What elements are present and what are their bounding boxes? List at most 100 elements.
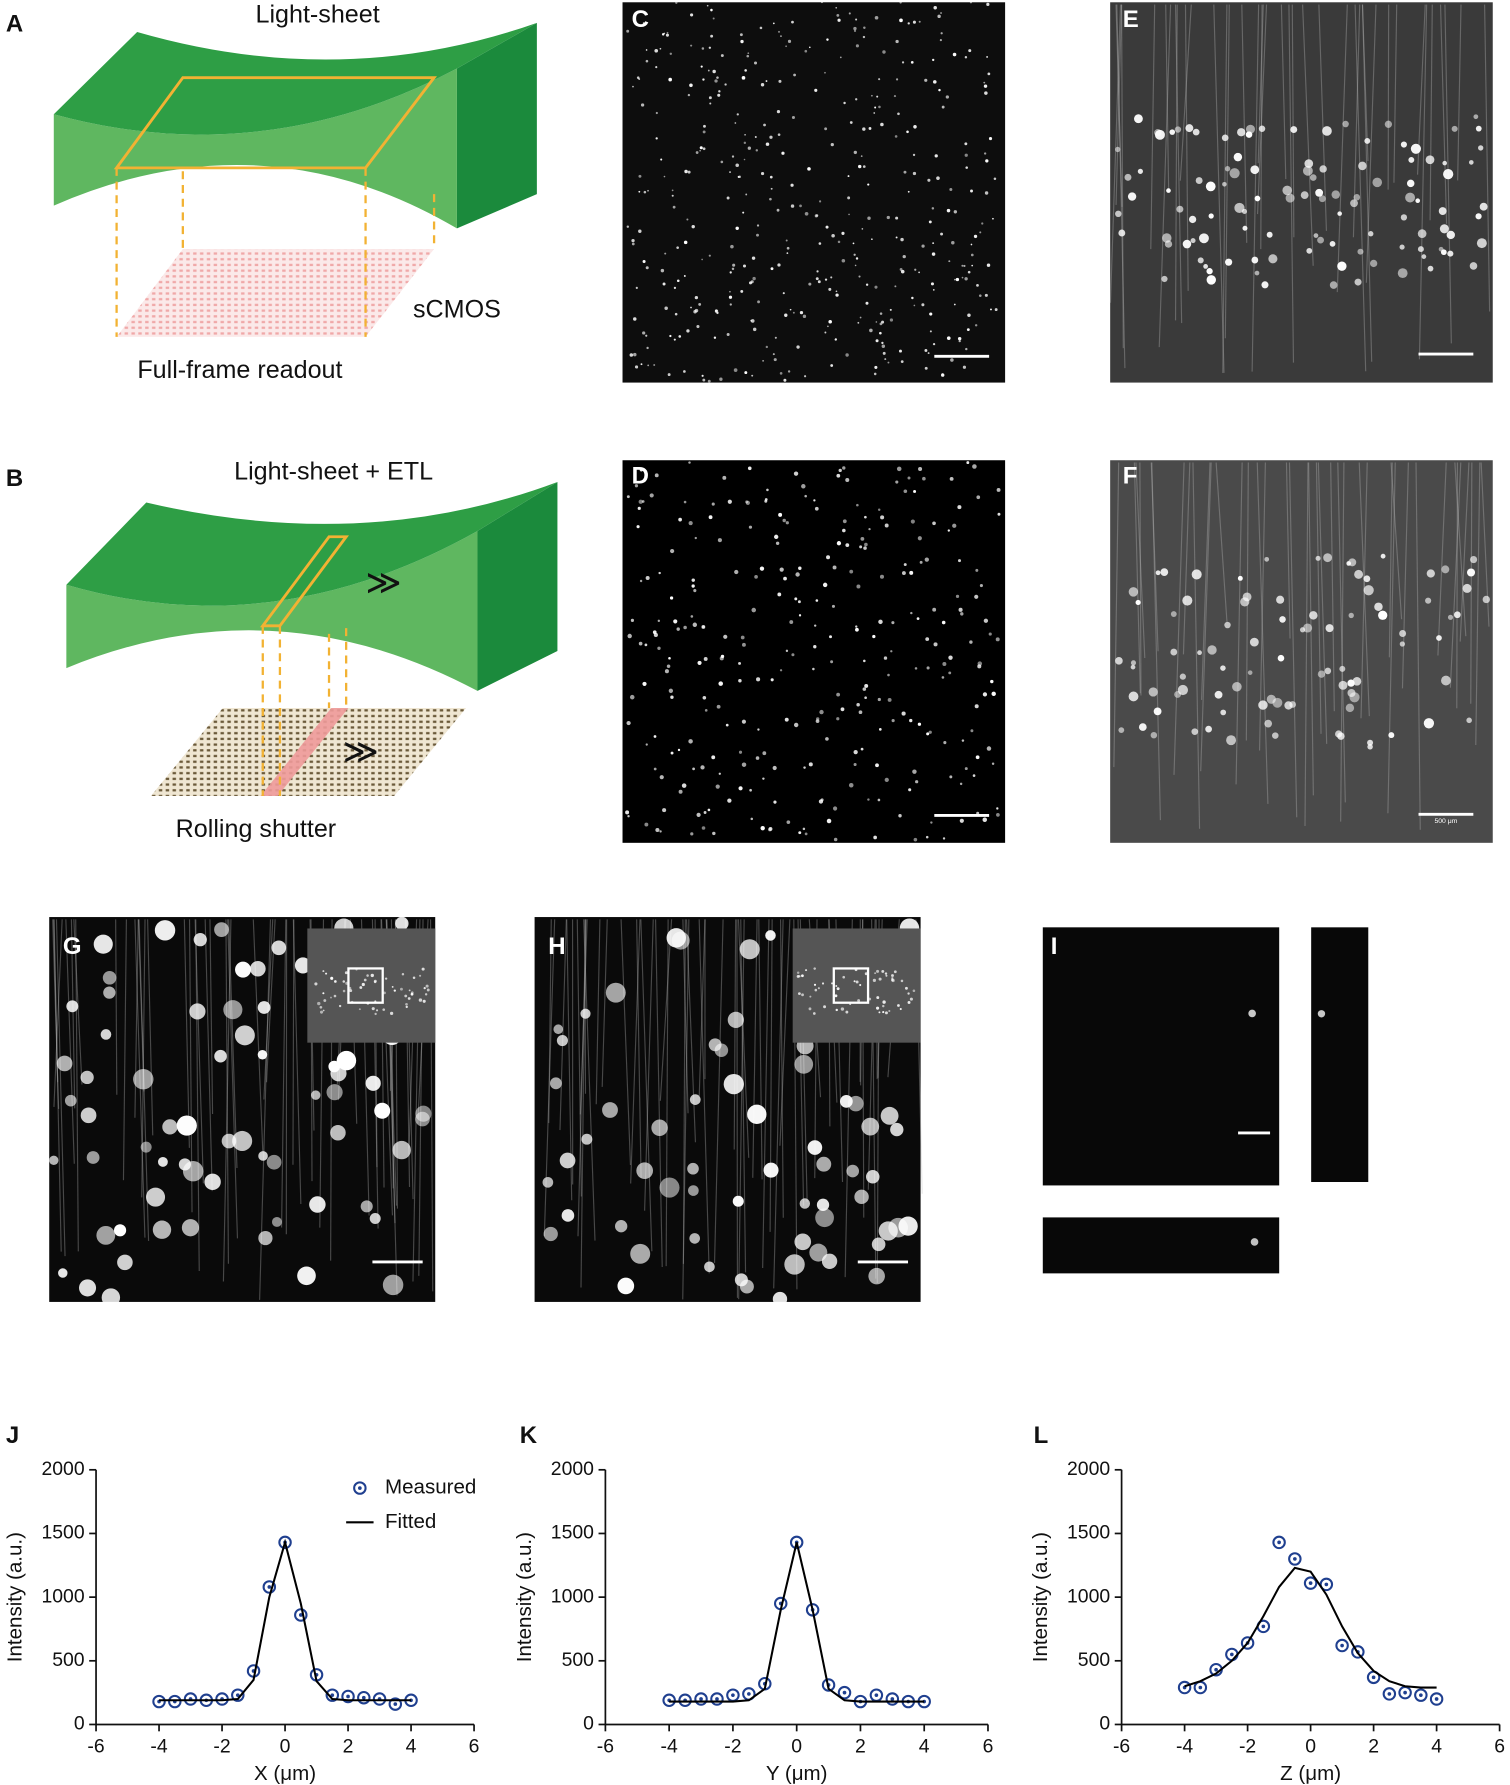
cell-spot xyxy=(882,1000,886,1004)
cell-spot xyxy=(732,263,736,267)
arrow: ≫ xyxy=(366,564,402,602)
cell-spot xyxy=(146,1187,166,1207)
cell-spot xyxy=(865,301,869,305)
panel-label: C xyxy=(632,6,649,33)
cell-spot xyxy=(760,83,765,87)
cell-spot xyxy=(651,1119,668,1137)
neurite xyxy=(1139,462,1142,696)
cell-spot xyxy=(964,277,968,281)
cell-spot xyxy=(363,978,367,982)
cell-spot xyxy=(633,352,637,357)
cell-spot xyxy=(1185,124,1194,133)
cell-spot xyxy=(880,515,885,520)
cell-spot xyxy=(725,723,729,727)
cell-spot xyxy=(804,211,809,216)
cell-spot xyxy=(669,52,673,56)
cell-spot xyxy=(626,225,630,228)
cell-spot xyxy=(765,80,768,82)
cell-spot xyxy=(911,296,914,300)
panel-label: L xyxy=(1034,1422,1049,1449)
cell-spot xyxy=(872,978,876,982)
neurite xyxy=(713,919,724,1263)
cell-spot xyxy=(925,835,929,839)
cell-spot xyxy=(615,1220,628,1233)
cell-spot xyxy=(754,575,758,579)
diagram-label: Full-frame readout xyxy=(137,356,342,384)
cell-spot xyxy=(330,996,332,999)
cell-spot xyxy=(816,1156,832,1172)
cell-spot xyxy=(1169,129,1176,135)
cell-spot xyxy=(714,1043,729,1058)
cell-spot xyxy=(874,15,879,20)
cell-spot xyxy=(723,1073,744,1095)
cell-spot xyxy=(883,656,888,660)
cell-spot xyxy=(929,312,933,316)
cell-spot xyxy=(983,81,986,84)
cell-spot xyxy=(986,263,991,267)
cell-spot xyxy=(1367,739,1374,746)
neurite xyxy=(65,919,75,1164)
microscopy-image xyxy=(49,916,432,1307)
cell-spot xyxy=(991,691,996,697)
x-tick-label: -6 xyxy=(1113,1735,1130,1757)
cell-spot xyxy=(425,984,429,988)
cell-spot xyxy=(803,766,806,769)
cell-spot xyxy=(809,46,811,49)
cell-spot xyxy=(948,655,953,660)
cell-spot xyxy=(867,216,871,220)
cell-spot xyxy=(688,1185,699,1196)
cell-spot xyxy=(647,364,650,367)
cell-spot xyxy=(973,234,978,239)
cell-spot xyxy=(735,226,739,231)
cell-spot xyxy=(765,345,769,349)
neurite xyxy=(228,919,238,1168)
cell-spot xyxy=(834,994,838,998)
marker-dot xyxy=(1371,1675,1376,1680)
cell-spot xyxy=(1323,553,1333,563)
cell-spot xyxy=(807,167,811,171)
cell-spot xyxy=(1166,188,1171,193)
cell-spot xyxy=(773,800,777,804)
cell-spot xyxy=(677,748,681,752)
cell-spot xyxy=(1208,213,1214,219)
neurite xyxy=(1288,462,1298,818)
cell-spot xyxy=(1197,257,1204,264)
cell-spot xyxy=(836,13,840,17)
cell-spot xyxy=(683,240,688,245)
cell-spot xyxy=(870,94,873,97)
cell-spot xyxy=(1423,718,1435,729)
cell-spot xyxy=(988,137,993,141)
cell-spot xyxy=(933,80,937,84)
neurite xyxy=(595,919,601,1105)
cell-spot xyxy=(744,133,746,136)
cell-spot xyxy=(1264,556,1270,562)
cell-spot xyxy=(959,782,963,786)
cell-spot xyxy=(742,642,746,647)
cell-spot xyxy=(912,989,916,993)
cell-spot xyxy=(799,204,802,208)
cell-spot xyxy=(785,239,788,242)
cell-spot xyxy=(946,336,951,340)
cell-spot xyxy=(776,208,780,212)
cell-spot xyxy=(982,817,988,822)
cell-spot xyxy=(848,12,851,15)
cell-spot xyxy=(1174,126,1182,133)
cell-spot xyxy=(258,1151,268,1161)
measured-point xyxy=(1272,1535,1286,1550)
slab-front xyxy=(66,531,478,691)
cell-spot xyxy=(655,137,658,140)
microscopy-image xyxy=(1110,2,1493,383)
measured-point xyxy=(183,1692,198,1706)
slab-front xyxy=(53,68,457,229)
cell-spot xyxy=(101,1288,121,1307)
cell-spot xyxy=(1190,238,1196,244)
cell-spot xyxy=(894,285,897,288)
cell-spot xyxy=(711,502,715,506)
cell-spot xyxy=(718,772,721,775)
cell-spot xyxy=(317,1001,321,1006)
measured-point xyxy=(1319,1577,1334,1592)
cell-spot xyxy=(654,48,659,53)
cell-spot xyxy=(1368,231,1374,237)
projection-lines xyxy=(261,625,348,796)
